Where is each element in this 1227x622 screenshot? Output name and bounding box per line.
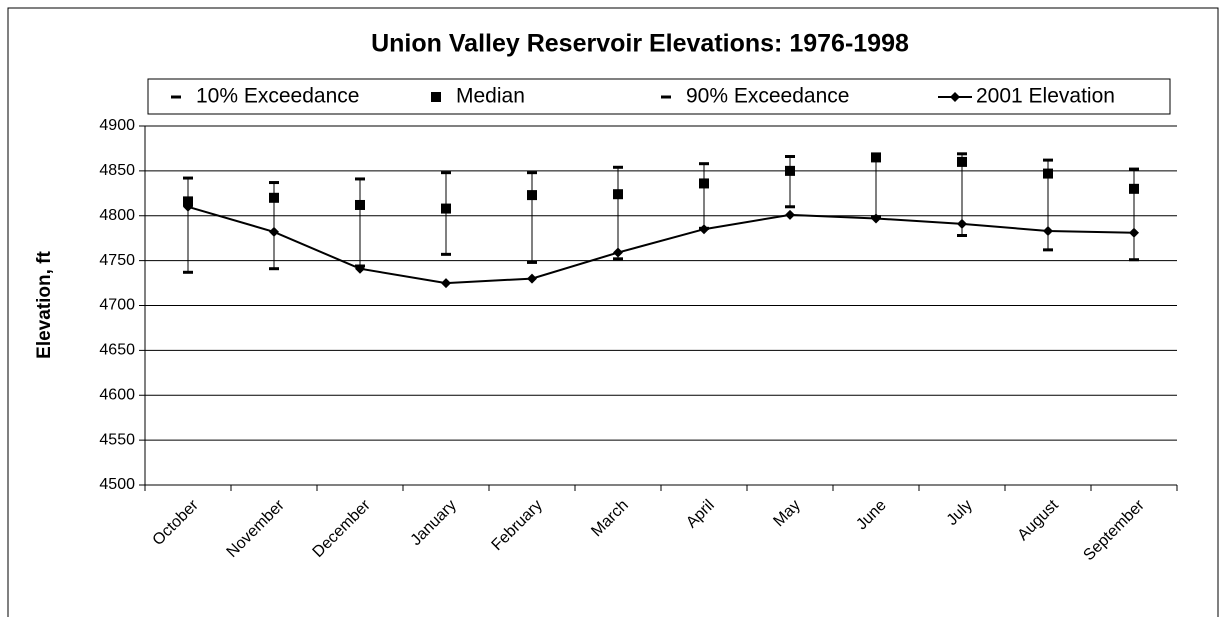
legend-label: 10% Exceedance [196,85,359,108]
chart-title: Union Valley Reservoir Elevations: 1976-… [371,30,909,58]
legend-label: Median [456,85,525,108]
point [527,190,537,201]
point [1129,183,1139,194]
point [269,192,279,203]
y-tick-label: 4500 [99,476,135,493]
legend-marker [431,92,441,102]
point [1043,168,1053,179]
y-tick-label: 4550 [99,431,135,448]
legend-label: 2001 Elevation [976,85,1115,108]
point [269,226,279,237]
point [613,189,623,200]
y-axis-label: Elevation, ft [34,250,55,358]
y-tick-label: 4900 [99,117,135,134]
point [699,224,709,235]
y-tick-label: 4850 [99,162,135,179]
point [441,278,451,289]
point [957,218,967,229]
point [183,201,193,212]
y-tick-label: 4650 [99,342,135,359]
point [871,152,881,163]
point [699,178,709,189]
legend-box [147,78,1171,115]
series-line [187,205,1135,285]
y-tick-label: 4800 [99,207,135,224]
point [1043,226,1053,237]
point [441,203,451,214]
point [355,263,365,274]
point [785,209,795,220]
point [355,199,365,210]
legend-label: 90% Exceedance [686,85,849,108]
y-tick-label: 4700 [99,297,135,314]
point [957,156,967,167]
point [527,273,537,284]
point [183,196,193,207]
point [613,247,623,258]
point [785,165,795,176]
y-tick-label: 4750 [99,252,135,269]
point [1129,227,1139,238]
point [871,213,881,224]
y-tick-label: 4600 [99,386,135,403]
legend-marker [950,92,960,102]
